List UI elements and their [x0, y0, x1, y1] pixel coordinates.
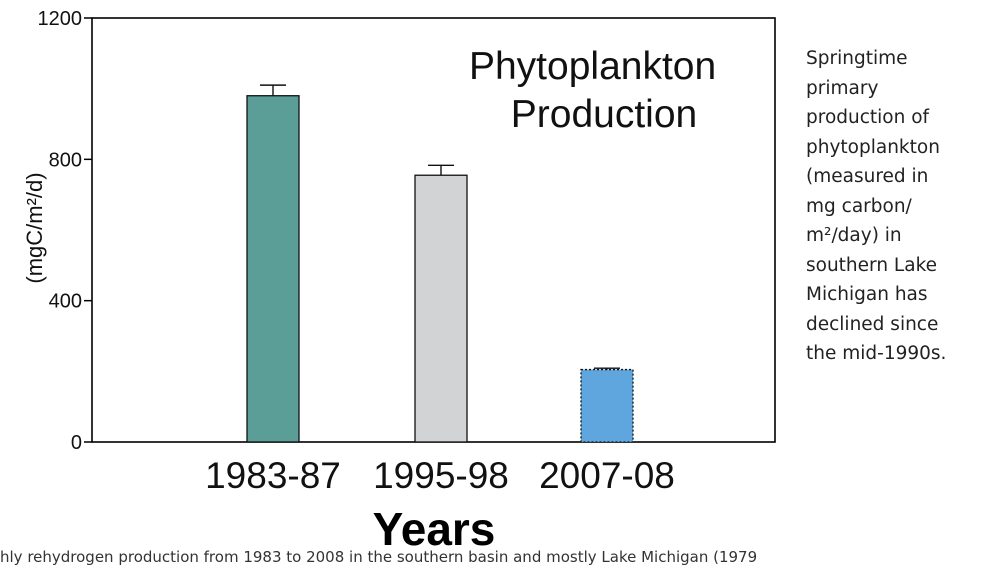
x-tick-label: 2007-08 — [539, 455, 675, 496]
x-tick-label: 1983-87 — [205, 455, 341, 496]
figure-caption: Springtime primary production of phytopl… — [806, 48, 947, 364]
bar-1995-98 — [414, 174, 468, 443]
y-axis: 0 400 800 1200 — [38, 8, 92, 454]
y-tick-label: 1200 — [38, 8, 83, 30]
bar-chart: 0 400 800 1200 1983-87 1995-98 2007-08 Phytop… — [22, 8, 776, 555]
x-tick-label: 1995-98 — [373, 455, 509, 496]
y-tick-label: 0 — [71, 432, 82, 454]
y-tick-label: 800 — [49, 149, 82, 171]
x-axis: 1983-87 1995-98 2007-08 — [205, 455, 675, 496]
bars — [246, 84, 634, 443]
y-tick-label: 400 — [49, 291, 82, 313]
bar-2007-08 — [580, 368, 634, 443]
bar-1983-87 — [246, 95, 300, 443]
cropped-body-text: hly rehydrogen production from 1983 to 2… — [0, 548, 758, 566]
chart-title: Phytoplankton Production — [469, 45, 727, 136]
x-axis-label: Years — [373, 503, 496, 555]
y-axis-label: (mgC/m²/d) — [22, 172, 47, 283]
